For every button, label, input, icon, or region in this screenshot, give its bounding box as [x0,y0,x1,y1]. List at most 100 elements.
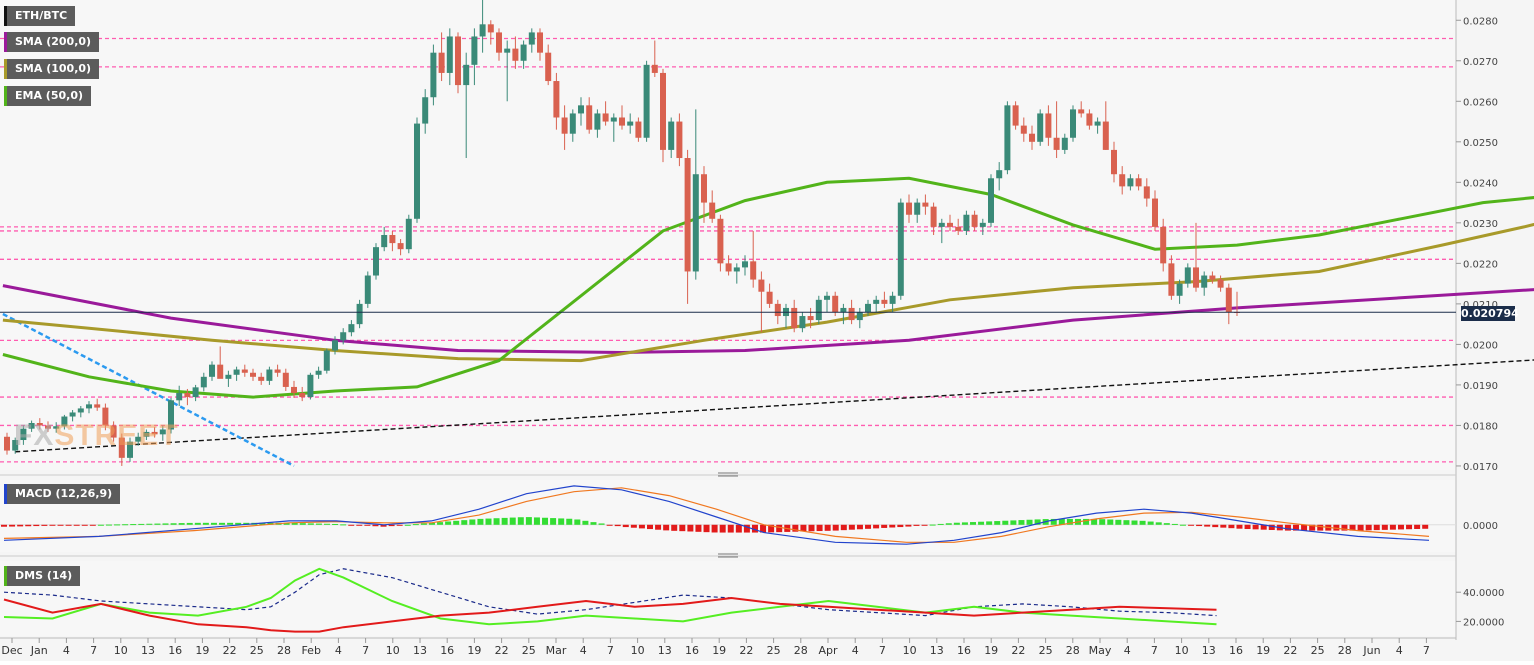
candle [364,271,371,308]
x-tick-label: 25 [522,644,536,657]
candle-body [1004,105,1011,171]
di-minus-line [3,596,1217,633]
x-tick-label: 19 [195,644,209,657]
candle [930,202,937,235]
macd-histogram-bar [469,519,476,525]
macd-histogram-bar [420,523,427,525]
candle [1111,141,1117,183]
macd-histogram-bar [1244,524,1251,530]
macd-histogram-bar [1196,524,1203,527]
macd-panel [0,480,1456,552]
candle [471,28,478,86]
candle-body [815,299,822,321]
candle [102,403,109,431]
macd-histogram-bar [477,518,484,525]
candle-body [1020,125,1027,134]
candle-body [340,332,347,341]
candle-body [742,261,748,268]
macd-histogram-bar [542,517,549,525]
macd-histogram-bar [33,524,40,527]
candle-body [28,423,35,429]
y-tick-label: 0.0220 [1463,259,1498,270]
candle [307,372,314,400]
macd-histogram-bar [929,524,936,526]
x-tick-label: 13 [930,644,944,657]
pair-label[interactable]: ETH/BTC [4,6,76,26]
candle-body [479,24,486,37]
macd-histogram-bar [324,523,330,525]
dms-y-tick-label: 40.0000 [1463,588,1504,599]
macd-histogram-bar [1026,519,1033,525]
candle [168,397,174,434]
candle [1086,109,1093,130]
x-tick-label: 22 [1283,644,1297,657]
macd-histogram-bar [1252,524,1259,530]
sma200-label[interactable]: SMA (200,0) [4,32,100,52]
candle [561,105,568,150]
candle-body [463,64,470,86]
candle-body [110,425,117,438]
candle [86,401,92,414]
macd-label[interactable]: MACD (12,26,9) [4,484,121,504]
macd-histogram-bar [388,524,395,527]
candle-body [725,263,732,272]
macd-histogram-bar [986,521,993,525]
x-tick-label: 19 [467,644,481,657]
ema50-label[interactable]: EMA (50,0) [4,86,91,106]
y-tick-label: 0.0190 [1463,381,1498,392]
candle [873,295,880,312]
macd-histogram-bar [582,520,589,525]
candle-body [676,121,683,159]
macd-histogram-bar [210,522,217,525]
x-tick-label: 25 [767,644,781,657]
candle [1217,275,1224,292]
candle-body [701,174,707,203]
candle [405,214,412,254]
macd-histogram-bar [1406,524,1413,530]
candle [200,372,207,392]
candle-body [61,416,68,427]
macd-histogram-bar [114,524,121,526]
sma100-label[interactable]: SMA (100,0) [4,59,100,79]
candle [1201,271,1208,296]
candle-body [405,218,412,250]
x-tick-label: 28 [1338,644,1352,657]
candle-body [356,303,363,325]
macd-histogram-bar [412,524,419,526]
macd-histogram-bar [509,517,516,525]
macd-histogram-bar [41,524,48,526]
x-tick-label: 4 [335,644,342,657]
candle [45,421,51,432]
macd-histogram-bar [574,519,581,525]
candle-body [77,408,84,413]
macd-histogram-bar [259,522,266,525]
macd-histogram-bar [186,522,193,525]
dms-label[interactable]: DMS (14) [4,566,81,586]
candle-body [487,24,494,33]
candle [77,405,84,418]
candle [627,113,634,134]
macd-histogram-bar [550,518,557,525]
candle [332,336,338,355]
candle [914,198,921,223]
macd-histogram-bar [1139,520,1146,525]
candle-body [1061,137,1068,150]
candle-body [1152,198,1158,227]
macd-histogram-bar [437,522,444,525]
macd-histogram-bar [630,524,637,528]
candle-body [496,32,502,53]
macd-histogram-bar [235,522,242,525]
candle [865,299,871,317]
macd-histogram-bar [340,524,347,526]
candle-body [381,235,388,248]
candle [1037,109,1044,146]
candle [1029,125,1035,150]
candle-body [217,364,224,379]
candle-body [1078,109,1085,114]
candle [299,386,306,402]
macd-histogram-bar [1365,524,1372,531]
candle-body [266,369,273,381]
candle [20,425,27,445]
candle [348,320,355,337]
